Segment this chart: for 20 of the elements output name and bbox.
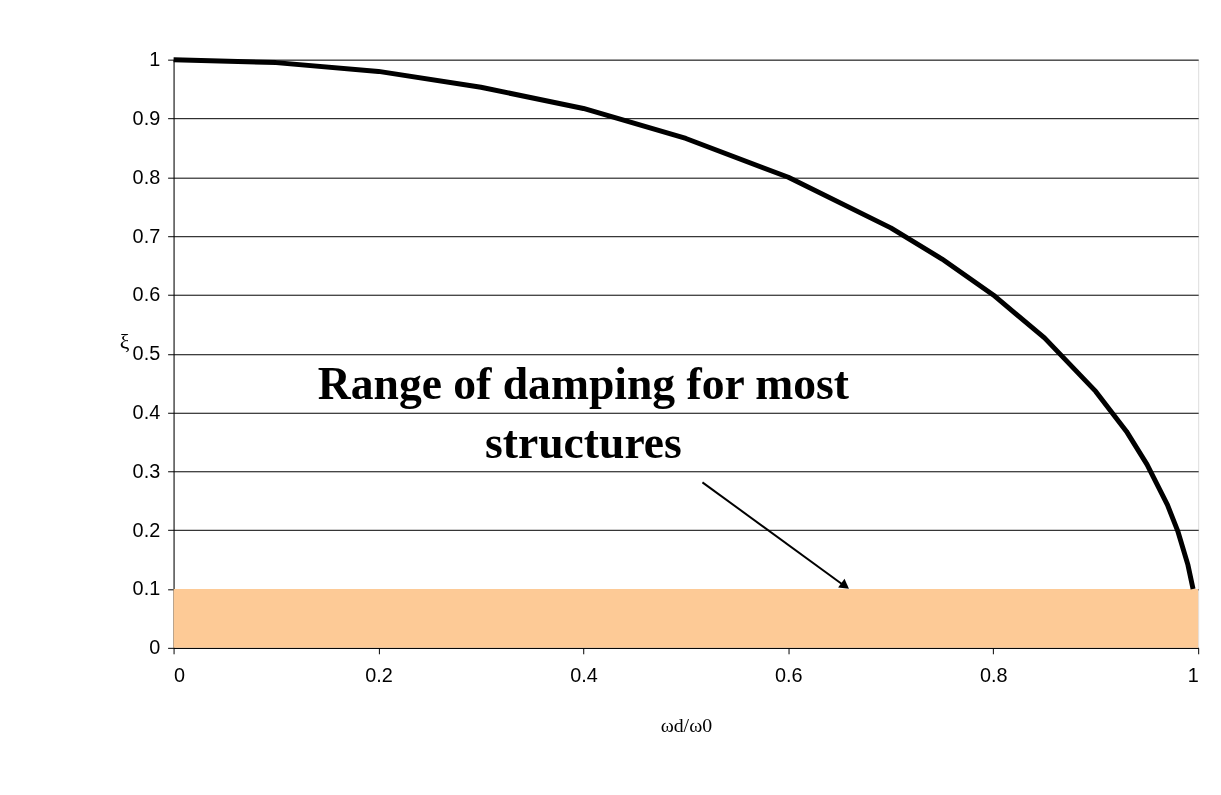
y-tick-label: 0.1 xyxy=(132,577,161,600)
y-tick-label: 0.7 xyxy=(132,224,161,247)
x-tick-label: 0.8 xyxy=(979,664,1008,687)
y-tick-label: 0.4 xyxy=(132,401,161,424)
x-tick-label: 0 xyxy=(174,664,186,687)
x-tick-label: 1 xyxy=(1187,664,1199,687)
y-tick-label: 0.3 xyxy=(132,459,161,482)
y-tick-label: 0.6 xyxy=(132,283,161,306)
y-tick-label: 1 xyxy=(149,48,161,71)
y-tick-label: 0.8 xyxy=(132,165,161,188)
x-tick-label: 0.6 xyxy=(775,664,803,687)
y-tick-label: 0 xyxy=(149,636,161,659)
annotation: Range of damping for most structures xyxy=(317,358,850,468)
y-tick-label: 0.5 xyxy=(132,342,161,365)
y-axis-title: ξ xyxy=(119,330,130,355)
y-tick-label: 0.9 xyxy=(132,106,161,129)
x-tick-label: 0.2 xyxy=(365,664,393,687)
x-tick-label: 0.4 xyxy=(570,664,598,687)
y-tick-label: 0.2 xyxy=(132,518,161,541)
x-axis-title: ωd/ω0 xyxy=(660,713,713,736)
